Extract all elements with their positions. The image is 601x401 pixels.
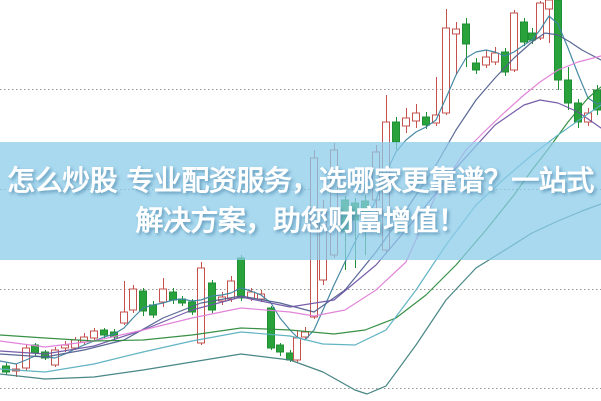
candle-up	[584, 112, 592, 123]
candle-down	[139, 290, 147, 312]
banner-text-line2: 解决方案，助您财富增值！	[135, 203, 466, 237]
candle-up	[301, 331, 309, 338]
candle-up	[293, 337, 301, 361]
candle-down	[392, 121, 400, 143]
candle-up	[442, 27, 450, 114]
candle-down	[501, 51, 509, 73]
banner-text-line1: 怎么炒股 专业配资服务，选哪家更靠谱？一站式	[7, 163, 594, 197]
ma-purple	[0, 99, 601, 355]
candle-up	[482, 56, 490, 66]
candle-up	[129, 288, 137, 311]
candle-down	[520, 21, 528, 43]
candle-down	[237, 257, 245, 299]
candle-up	[402, 117, 410, 127]
candle-down	[100, 329, 108, 336]
candle-up	[491, 52, 499, 63]
candle-up	[90, 330, 98, 339]
candle-up	[452, 28, 460, 35]
candle-up	[545, 0, 553, 10]
candle-down	[422, 116, 430, 126]
candle-down	[169, 291, 177, 301]
candle-down	[462, 23, 470, 45]
candle-down	[564, 79, 572, 104]
ma-magenta	[0, 55, 601, 348]
candle-up	[412, 112, 420, 122]
candle-up	[22, 347, 30, 369]
candle-up	[159, 288, 167, 303]
candle-up	[510, 12, 518, 71]
candle-up	[227, 280, 235, 300]
candle-up	[80, 336, 88, 343]
candle-up	[197, 267, 205, 344]
candle-down	[149, 304, 157, 316]
candle-up	[536, 2, 544, 39]
candle-down	[41, 351, 49, 359]
candle-down	[286, 352, 294, 361]
candle-down	[472, 62, 480, 71]
candle-down	[267, 307, 275, 349]
promo-banner: 怎么炒股 专业配资服务，选哪家更靠谱？一站式 解决方案，助您财富增值！	[0, 142, 601, 260]
candle-up	[120, 311, 128, 324]
candle-down	[276, 344, 284, 353]
candle-down	[554, 0, 562, 81]
